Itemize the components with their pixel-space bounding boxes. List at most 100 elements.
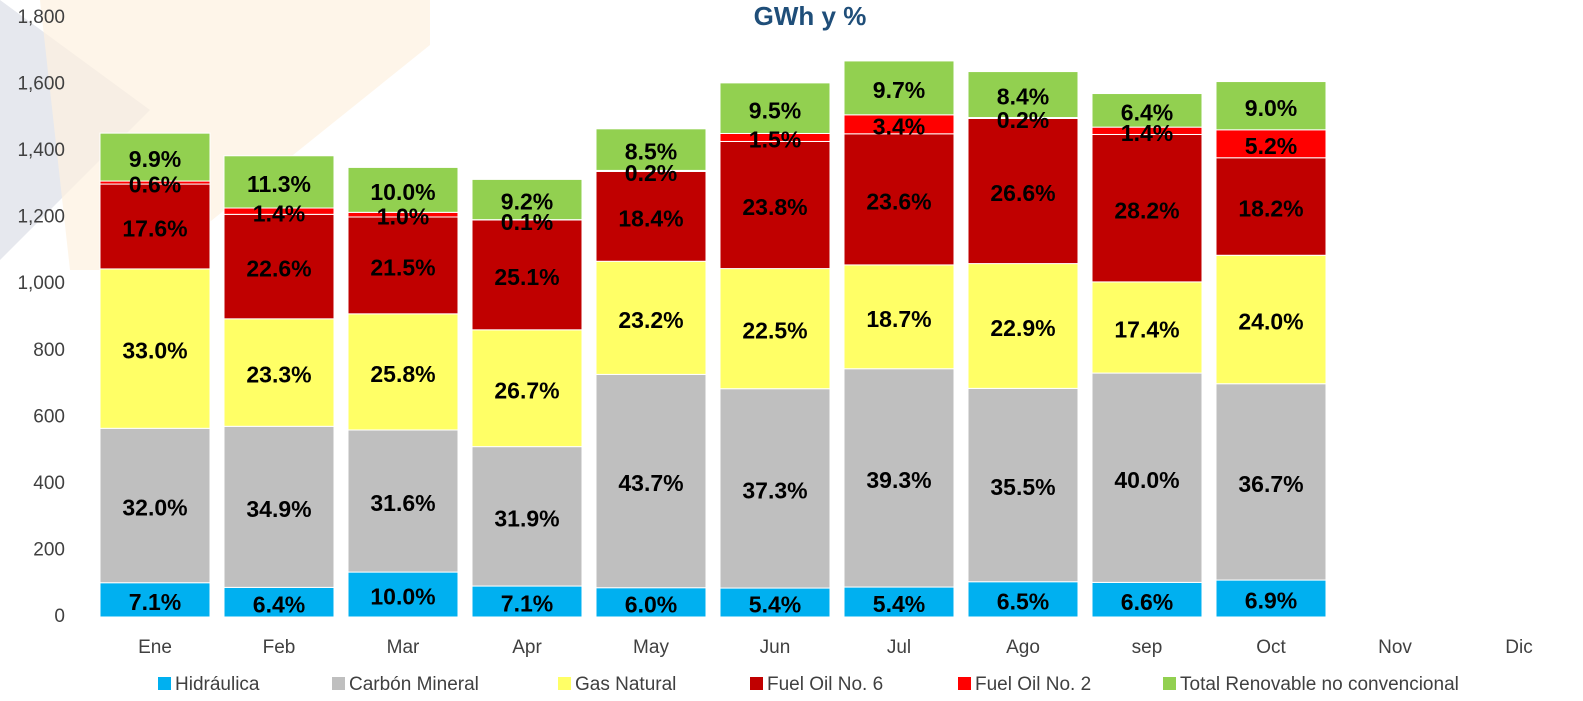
bar-segment — [1215, 129, 1327, 159]
data-label: 23.2% — [618, 307, 683, 333]
data-label: 11.3% — [247, 171, 311, 197]
bar-segment — [347, 313, 459, 431]
data-label: 0.2% — [997, 107, 1049, 133]
x-tick-label: Ene — [138, 637, 172, 658]
data-label: 26.7% — [494, 377, 559, 403]
data-label: 18.2% — [1238, 196, 1303, 222]
bar-segment — [471, 446, 583, 587]
data-label: 0.2% — [625, 160, 677, 186]
chart-title: GWh y % — [754, 1, 867, 31]
data-label: 31.6% — [370, 490, 435, 516]
data-label: 23.6% — [866, 188, 931, 214]
x-tick-label: sep — [1132, 637, 1163, 658]
data-label: 33.0% — [122, 338, 187, 364]
data-label: 37.3% — [742, 477, 807, 503]
x-tick-label: Mar — [387, 637, 420, 658]
data-label: 9.2% — [501, 189, 553, 215]
data-label: 31.9% — [494, 505, 559, 531]
legend-swatch — [1163, 677, 1176, 690]
bar-segment — [347, 216, 459, 315]
bar-segment — [967, 581, 1079, 618]
x-tick-label: Ago — [1006, 637, 1040, 658]
data-label: 6.6% — [1121, 589, 1173, 615]
data-label: 5.4% — [873, 591, 925, 617]
y-tick-label: 800 — [33, 340, 65, 361]
legend-label: Gas Natural — [575, 674, 676, 695]
bar-segment — [843, 60, 955, 116]
y-tick-label: 0 — [54, 606, 65, 627]
bar-segment — [719, 140, 831, 270]
y-tick-label: 200 — [33, 539, 65, 560]
data-label: 23.3% — [246, 362, 311, 388]
data-label: 8.5% — [625, 139, 677, 165]
data-label: 17.4% — [1114, 317, 1179, 343]
y-tick-label: 1,600 — [17, 74, 65, 95]
data-label: 22.5% — [742, 318, 807, 344]
y-tick-label: 1,200 — [17, 207, 65, 228]
bar-segment — [1215, 157, 1327, 256]
data-label: 22.9% — [990, 315, 1055, 341]
bar-segment — [595, 170, 707, 262]
legend-label: Fuel Oil No. 6 — [767, 674, 883, 695]
bar-segment — [471, 585, 583, 618]
bar-segment — [843, 264, 955, 370]
data-label: 17.6% — [122, 216, 187, 242]
data-label: 26.6% — [990, 180, 1055, 206]
data-label: 32.0% — [122, 495, 187, 521]
legend-swatch — [332, 677, 345, 690]
x-tick-label: Dic — [1505, 637, 1532, 658]
legend-label: Total Renovable no convencional — [1180, 674, 1459, 695]
bar-segment — [223, 213, 335, 320]
bar-segment — [843, 133, 955, 266]
data-label: 7.1% — [129, 589, 181, 615]
bar-segment — [347, 429, 459, 573]
bar-segment — [1091, 281, 1203, 374]
data-label: 9.5% — [749, 97, 801, 123]
data-label: 6.0% — [625, 591, 677, 617]
bar-segment — [99, 268, 211, 429]
legend-label: Hidráulica — [175, 674, 260, 695]
legend-swatch — [958, 677, 971, 690]
y-tick-label: 400 — [33, 473, 65, 494]
data-label: 43.7% — [618, 470, 683, 496]
bar-segment — [223, 586, 335, 618]
data-label: 39.3% — [866, 467, 931, 493]
data-label: 9.9% — [129, 146, 181, 172]
bar-segment — [347, 166, 459, 213]
data-label: 7.1% — [501, 591, 553, 617]
data-label: 21.5% — [370, 254, 435, 280]
data-label: 10.0% — [370, 584, 435, 610]
bar-segment — [1215, 579, 1327, 618]
bar-segment — [719, 82, 831, 134]
bar-segment — [595, 260, 707, 375]
bar-segment — [967, 263, 1079, 389]
legend-label: Fuel Oil No. 2 — [975, 674, 1091, 695]
bar-segment — [99, 183, 211, 270]
y-tick-label: 600 — [33, 406, 65, 427]
data-label: 6.5% — [997, 588, 1049, 614]
bar-segment — [719, 587, 831, 618]
data-label: 1.4% — [1121, 120, 1173, 146]
bar-segment — [595, 587, 707, 618]
data-label: 0.6% — [129, 172, 181, 198]
x-tick-label: Jul — [887, 637, 911, 658]
legend-swatch — [558, 677, 571, 690]
data-label: 23.8% — [742, 194, 807, 220]
bar-segment — [471, 329, 583, 448]
bar-segment — [223, 425, 335, 588]
data-label: 6.9% — [1245, 588, 1297, 614]
bar-segment — [719, 268, 831, 390]
bar-segment — [99, 427, 211, 584]
bar-segment — [347, 571, 459, 618]
data-label: 25.1% — [494, 264, 559, 290]
bar-segment — [223, 155, 335, 209]
bar-segment — [99, 582, 211, 618]
data-label: 18.7% — [866, 306, 931, 332]
bar-segment — [223, 318, 335, 427]
data-label: 18.4% — [618, 205, 683, 231]
data-label: 35.5% — [990, 474, 1055, 500]
data-label: 40.0% — [1114, 467, 1179, 493]
data-label: 36.7% — [1238, 471, 1303, 497]
legend-swatch — [158, 677, 171, 690]
